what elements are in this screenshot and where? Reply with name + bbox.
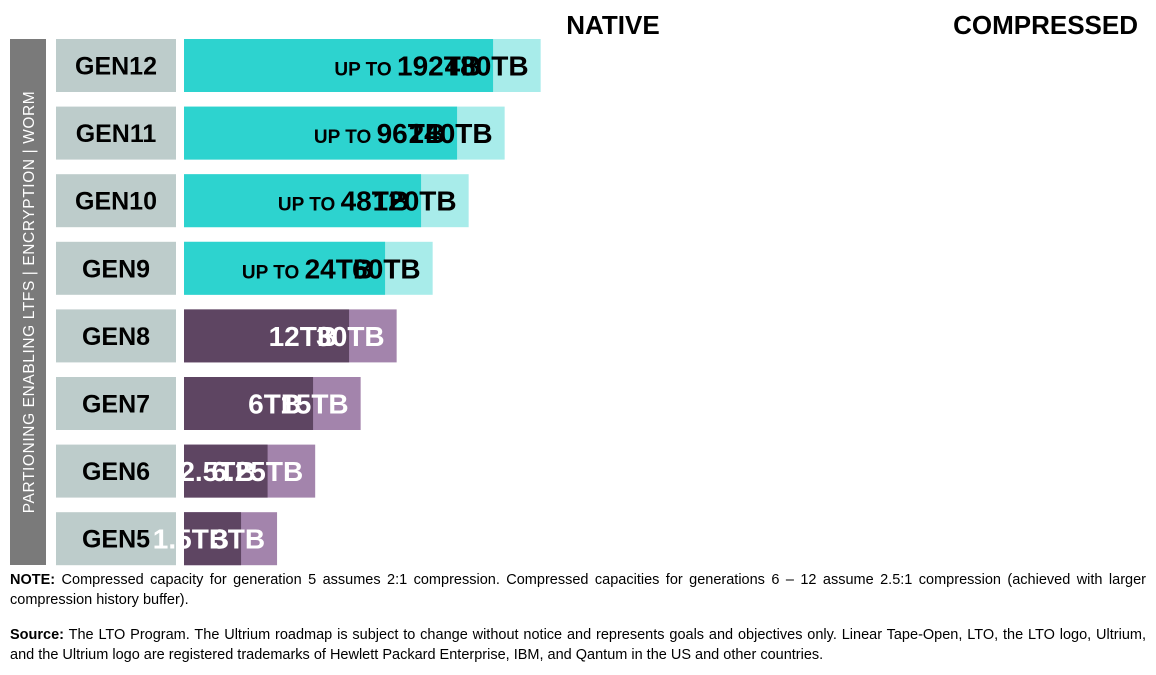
note-body: Compressed capacity for generation 5 ass… [10,572,1146,608]
native-value-label: UP TO 192TB [334,51,481,82]
native-bar [184,512,242,566]
native-prefix-label: UP TO [334,60,397,81]
category-label: GEN6 [82,458,150,486]
native-value-label: 12TB [269,321,337,352]
native-bar [184,309,350,363]
compressed-value-label: 480TB [445,51,529,82]
category-box [56,444,176,498]
source-text-block: Source: The LTO Program. The Ultrium roa… [10,625,1146,665]
native-value-text: 12TB [269,321,337,352]
category-label: GEN8 [82,323,150,351]
native-bar [184,377,314,430]
category-label: GEN9 [82,255,150,283]
compressed-value-label: 120TB [373,186,457,217]
native-value-label: 2.5TB [179,456,255,487]
compressed-value-label: 15TB [280,389,348,420]
native-value-text: 192TB [397,51,481,82]
native-value-text: 6TB [248,389,301,420]
category-label: GEN7 [82,391,150,419]
native-value-label: UP TO 24TB [242,253,373,284]
compressed-value-label: 60TB [352,253,420,284]
side-feature-bar [10,39,46,565]
native-bar [184,241,386,295]
note-label: NOTE: [10,572,56,588]
native-value-label: 1.5TB [153,524,229,555]
category-label: GEN11 [76,120,157,148]
category-box [56,174,176,228]
category-label: GEN12 [75,53,157,81]
category-box [56,309,176,363]
native-bar [184,106,458,160]
compressed-value-label: 30TB [316,321,384,352]
native-bar [184,39,494,92]
native-value-label: UP TO 48TB [278,186,409,217]
native-header: NATIVE [566,10,659,40]
native-bar [184,444,268,498]
native-prefix-label: UP TO [314,127,377,148]
note-text-block: NOTE: Compressed capacity for generation… [10,570,1146,610]
source-body: The LTO Program. The Ultrium roadmap is … [10,627,1146,663]
category-box [56,512,176,566]
compressed-value-label: 6.25TB [211,456,303,487]
compressed-value-label: 240TB [409,118,493,149]
category-label: GEN10 [75,188,157,216]
source-label: Source: [10,627,64,643]
side-feature-label: PARTIONING ENABLING LTFS | ENCRYPTION | … [21,91,38,514]
native-value-text: 48TB [341,186,409,217]
native-bar [184,174,422,228]
native-value-text: 24TB [305,253,373,284]
native-value-text: 2.5TB [179,456,255,487]
compressed-header: COMPRESSED [953,10,1138,40]
native-value-label: UP TO 96TB [314,118,445,149]
native-value-text: 96TB [377,118,445,149]
category-box [56,39,176,92]
lto-roadmap-chart: PARTIONING ENABLING LTFS | ENCRYPTION | … [10,10,1138,566]
category-box [56,241,176,295]
native-value-text: 1.5TB [153,524,229,555]
category-label: GEN5 [82,526,150,554]
category-box [56,377,176,430]
native-prefix-label: UP TO [242,262,305,283]
native-prefix-label: UP TO [278,195,341,216]
compressed-value-label: 3TB [212,524,265,555]
category-box [56,106,176,160]
native-value-label: 6TB [248,389,301,420]
